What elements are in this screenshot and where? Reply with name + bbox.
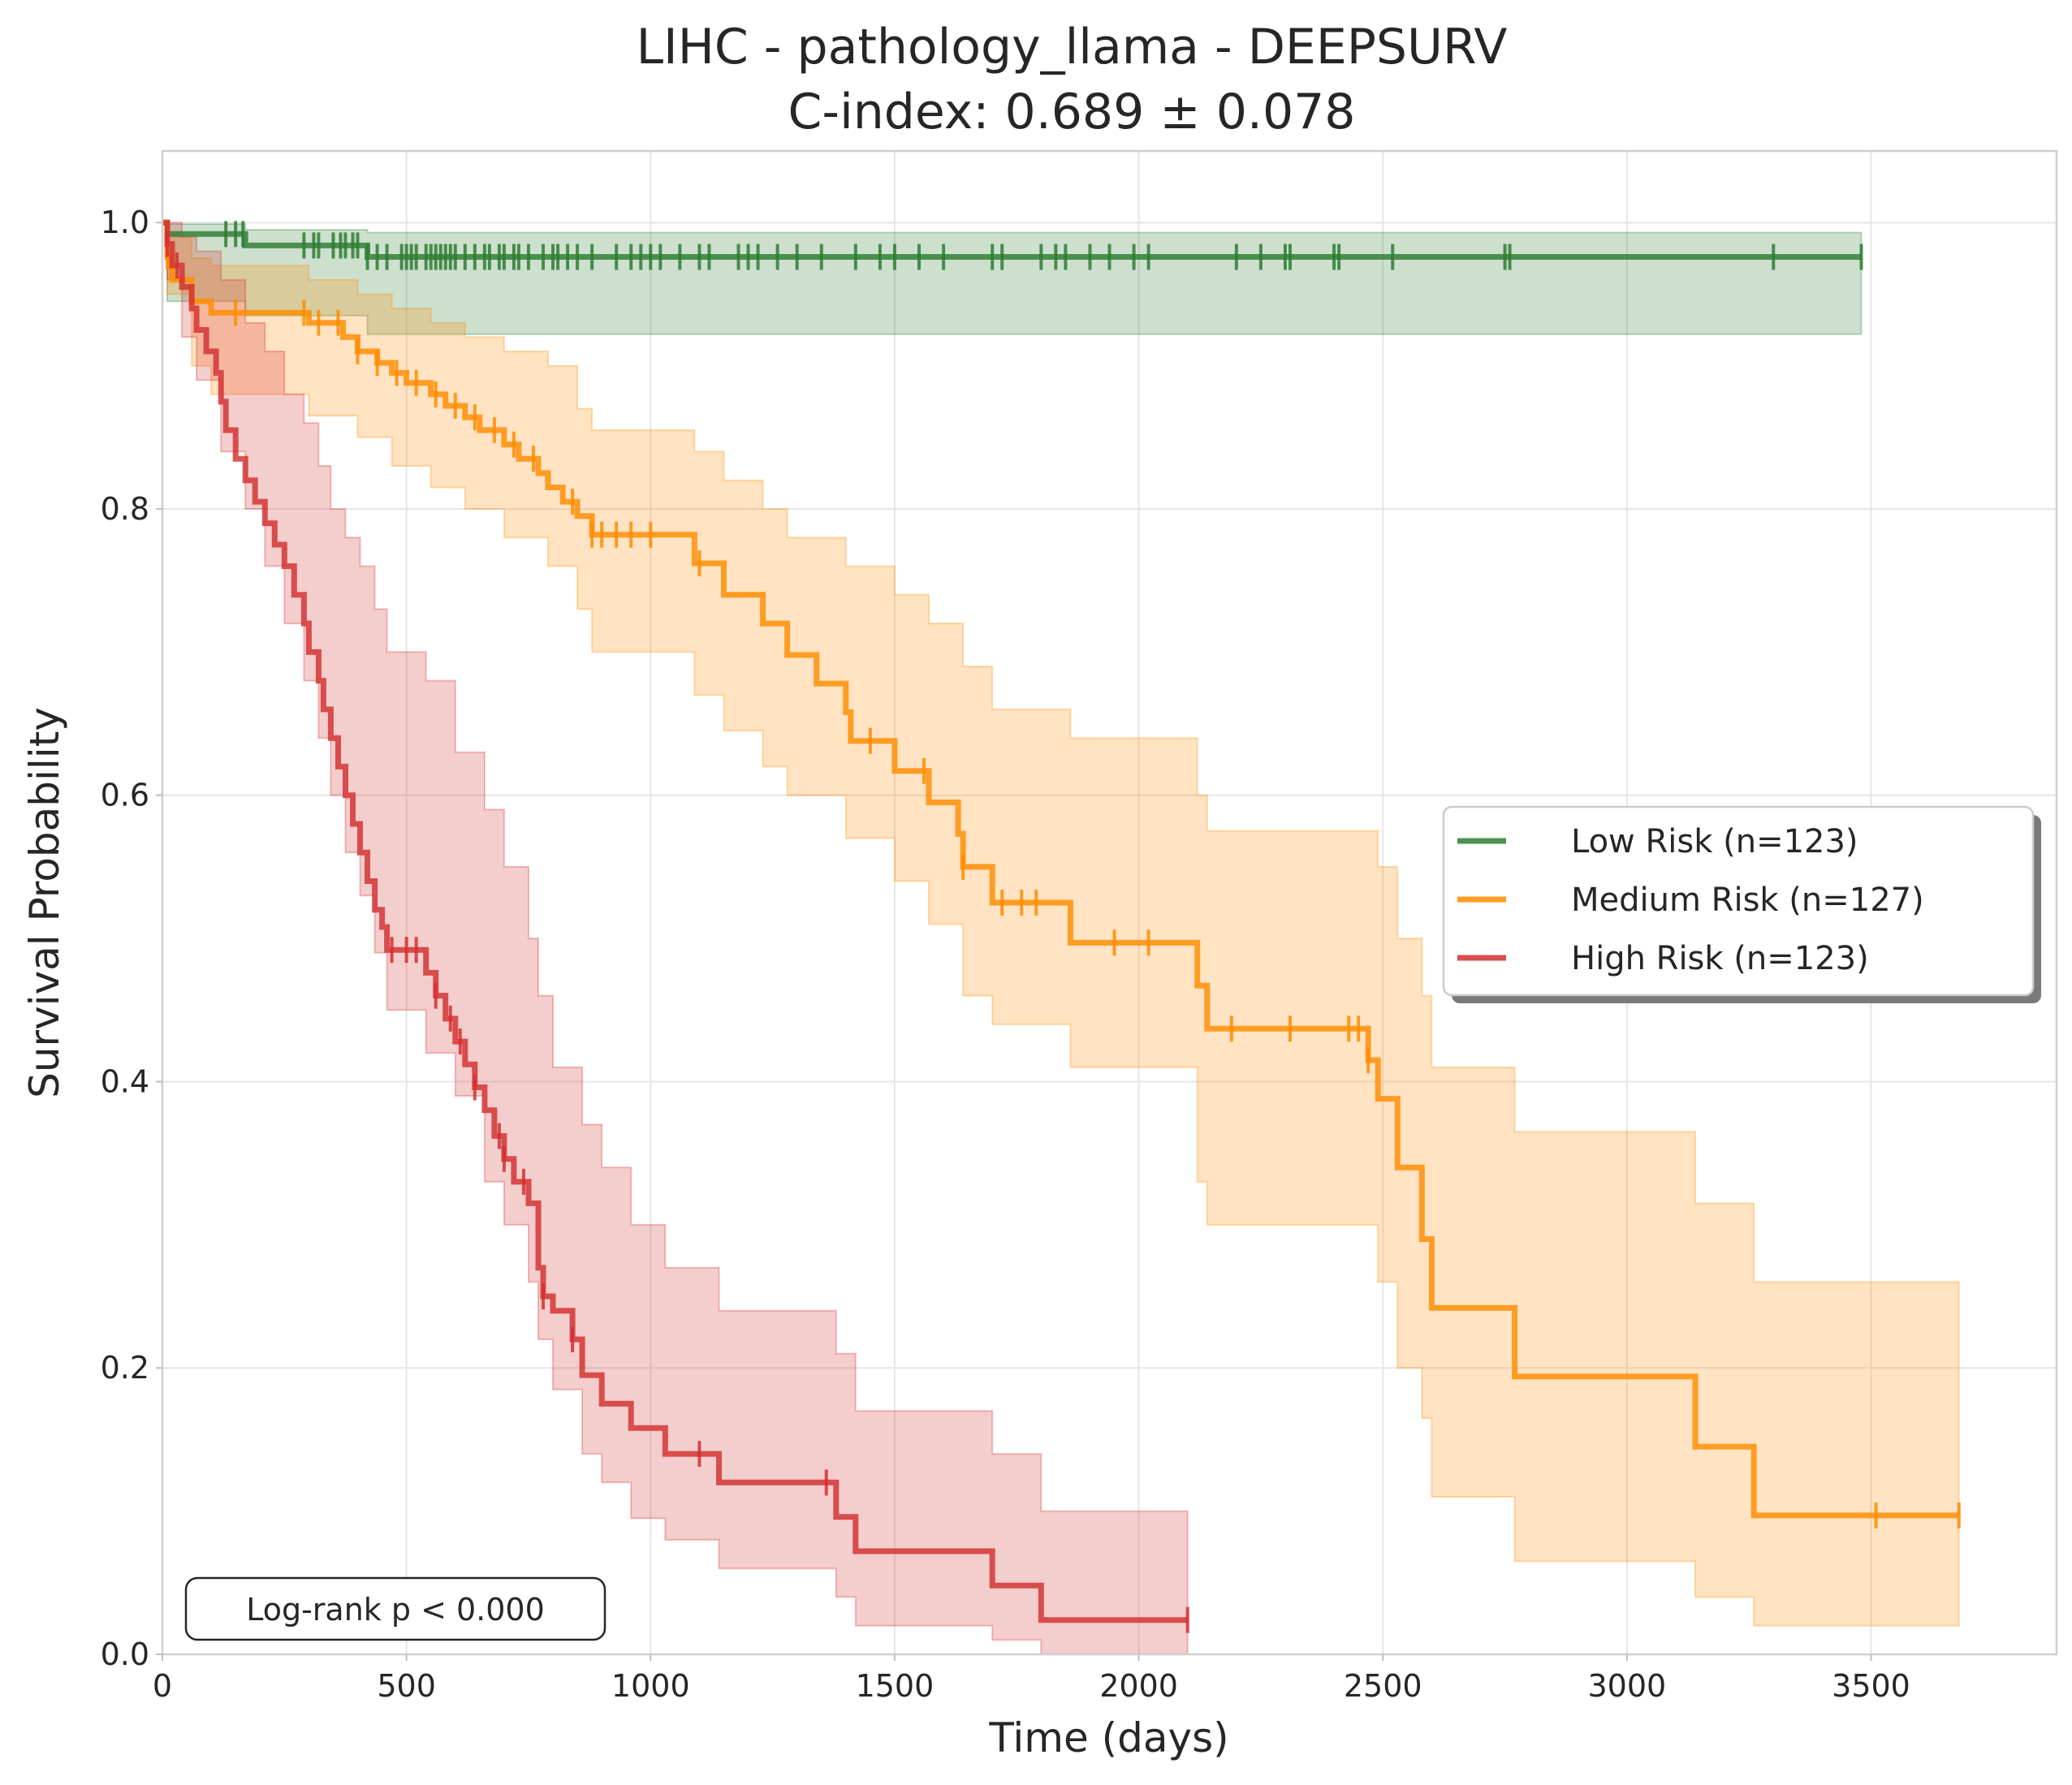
x-tick-label-7: 3500 [1832,1668,1910,1704]
y-tick-label-2: 0.4 [101,1063,149,1099]
legend-label-low: Low Risk (n=123) [1571,823,1858,860]
legend-label-medium: Medium Risk (n=127) [1571,882,1924,919]
survival-curve-medium [162,219,1959,1519]
y-tick-label-1: 0.2 [101,1350,149,1386]
survival-curve-high [162,219,1188,1623]
plot-frame [161,149,2058,1656]
legend: Low Risk (n=123) Medium Risk (n=127) Hig… [1442,805,2041,1003]
x-tick-label-1: 500 [377,1668,436,1704]
chart-subtitle: C-index: 0.689 ± 0.078 [788,84,1356,140]
censor-marks [166,221,1961,1633]
y-tick-label-4: 0.8 [101,491,149,527]
x-axis-ticks: 0 500 1000 1500 2000 2500 3000 3500 [153,1654,1910,1704]
x-tick-label-0: 0 [153,1668,172,1704]
y-tick-label-0: 0.0 [101,1636,149,1672]
x-axis-label: Time (days) [988,1714,1228,1761]
chart-title: LIHC - pathology_llama - DEEPSURV [637,19,1508,75]
legend-box [1442,805,2035,997]
y-axis-label: Survival Probability [21,707,68,1098]
logrank-box [184,1576,606,1641]
legend-label-high: High Risk (n=123) [1571,940,1869,977]
confidence-bands [162,222,1960,1655]
ci-band-medium [162,222,1960,1627]
y-tick-label-3: 0.6 [101,778,149,813]
x-tick-label-2: 1000 [611,1668,690,1704]
y-tick-label-5: 1.0 [101,205,149,240]
x-tick-label-3: 1500 [856,1668,935,1704]
y-axis-ticks: 0.0 0.2 0.4 0.6 0.8 1.0 [101,205,162,1672]
logrank-annotation: Log-rank p < 0.000 [184,1576,606,1641]
x-tick-label-5: 2500 [1344,1668,1422,1704]
x-tick-label-6: 3000 [1588,1668,1667,1704]
logrank-text: Log-rank p < 0.000 [246,1592,545,1628]
x-tick-label-4: 2000 [1099,1668,1178,1704]
